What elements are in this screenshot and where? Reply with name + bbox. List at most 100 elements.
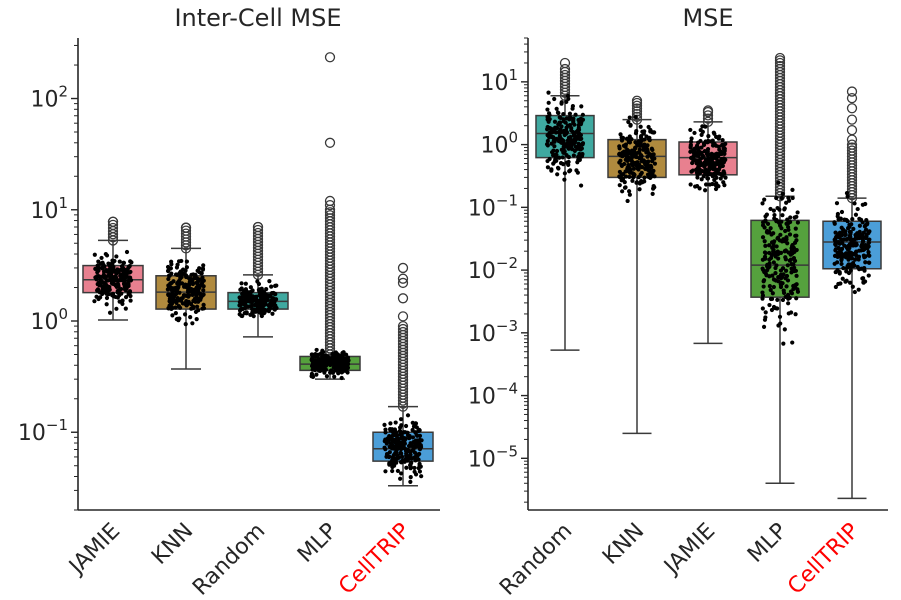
outlier-point: [180, 222, 192, 233]
sample-point: [837, 270, 842, 275]
sample-point: [199, 281, 205, 286]
sample-point: [763, 219, 768, 224]
sample-point: [784, 221, 789, 226]
outlier-point: [846, 92, 858, 104]
sample-point: [860, 239, 866, 244]
sample-point: [762, 254, 768, 259]
inter-cell-mse-panel: Inter-Cell MSE 10−1 100 101 102 JAMIE KNNRand…: [18, 4, 440, 600]
sample-point: [547, 156, 552, 162]
sample-point: [406, 448, 411, 453]
sample-point: [786, 311, 791, 316]
outlier-point: [559, 63, 571, 75]
sample-point: [404, 451, 409, 456]
sample-point: [849, 240, 854, 245]
x-tick-label: MLP: [743, 519, 792, 568]
sample-point: [853, 212, 859, 217]
sample-point: [622, 180, 627, 185]
sample-point: [773, 252, 778, 257]
sample-point: [761, 324, 767, 329]
sample-point: [565, 93, 570, 99]
sample-point: [183, 322, 188, 327]
sample-point: [846, 250, 851, 256]
box-jamie: [678, 105, 738, 345]
sample-point: [645, 165, 650, 170]
sample-point: [850, 284, 855, 289]
sample-point: [545, 165, 551, 170]
sample-point: [722, 183, 727, 188]
sample-point: [648, 175, 653, 181]
sample-point: [173, 311, 178, 316]
sample-point: [795, 210, 800, 215]
x-tick-label: KNN: [147, 519, 198, 570]
sample-point: [777, 314, 783, 319]
sample-point: [842, 243, 847, 248]
sample-point: [781, 288, 786, 293]
x-tick-label: Random: [495, 519, 577, 600]
outlier-point: [324, 210, 336, 221]
sample-point: [860, 202, 865, 207]
sample-point: [762, 239, 767, 244]
sample-point: [120, 266, 126, 271]
sample-point: [634, 180, 639, 185]
sample-point: [398, 417, 404, 422]
sample-point: [398, 476, 403, 481]
sample-point: [618, 158, 623, 163]
sample-point: [647, 138, 652, 143]
sample-point: [402, 441, 407, 446]
sample-point: [699, 145, 704, 150]
outlier-point: [631, 114, 643, 125]
sample-point: [339, 375, 344, 381]
sample-point: [547, 135, 552, 140]
sample-point: [701, 141, 707, 146]
sample-point: [690, 160, 695, 166]
sample-point: [410, 435, 416, 440]
sample-point: [833, 248, 838, 253]
sample-point: [652, 161, 658, 166]
sample-point: [709, 172, 714, 177]
sample-point: [781, 341, 786, 346]
sample-point: [765, 262, 770, 267]
sample-point: [720, 137, 725, 143]
sample-point: [848, 231, 853, 237]
sample-point: [637, 187, 642, 192]
sample-point: [392, 432, 397, 438]
sample-point: [415, 433, 420, 438]
sample-point: [106, 285, 111, 290]
sample-point: [771, 231, 776, 236]
sample-point: [846, 264, 851, 269]
sample-point: [115, 290, 120, 295]
sample-point: [704, 171, 709, 176]
sample-point: [554, 106, 559, 111]
sample-point: [639, 170, 644, 176]
sample-point: [171, 288, 176, 293]
sample-point: [412, 450, 417, 455]
sample-point: [261, 296, 266, 301]
sample-point: [323, 367, 329, 372]
sample-point: [785, 263, 790, 268]
outlier-point: [702, 116, 714, 128]
sample-point: [554, 148, 560, 154]
sample-point: [707, 167, 712, 173]
sample-point: [335, 368, 340, 374]
sample-point: [201, 263, 206, 268]
sample-point: [336, 361, 341, 366]
mse-panel: MSE 10−5 10−4 10−3 10−2 10−1 100 101 Random KNN J…: [468, 4, 888, 600]
sample-point: [328, 370, 333, 375]
sample-point: [780, 266, 786, 271]
sample-point: [272, 297, 277, 302]
sample-point: [859, 248, 864, 253]
sample-point: [128, 278, 134, 283]
sample-point: [398, 450, 403, 456]
sample-point: [843, 279, 848, 284]
outlier-point: [107, 222, 119, 234]
sample-point: [851, 226, 856, 232]
sample-point: [558, 161, 564, 166]
sample-point: [105, 291, 110, 296]
sample-point: [649, 165, 654, 170]
sample-point: [619, 163, 624, 168]
sample-point: [174, 265, 180, 270]
sample-point: [650, 130, 655, 135]
sample-point: [717, 134, 722, 139]
sample-point: [762, 197, 767, 202]
